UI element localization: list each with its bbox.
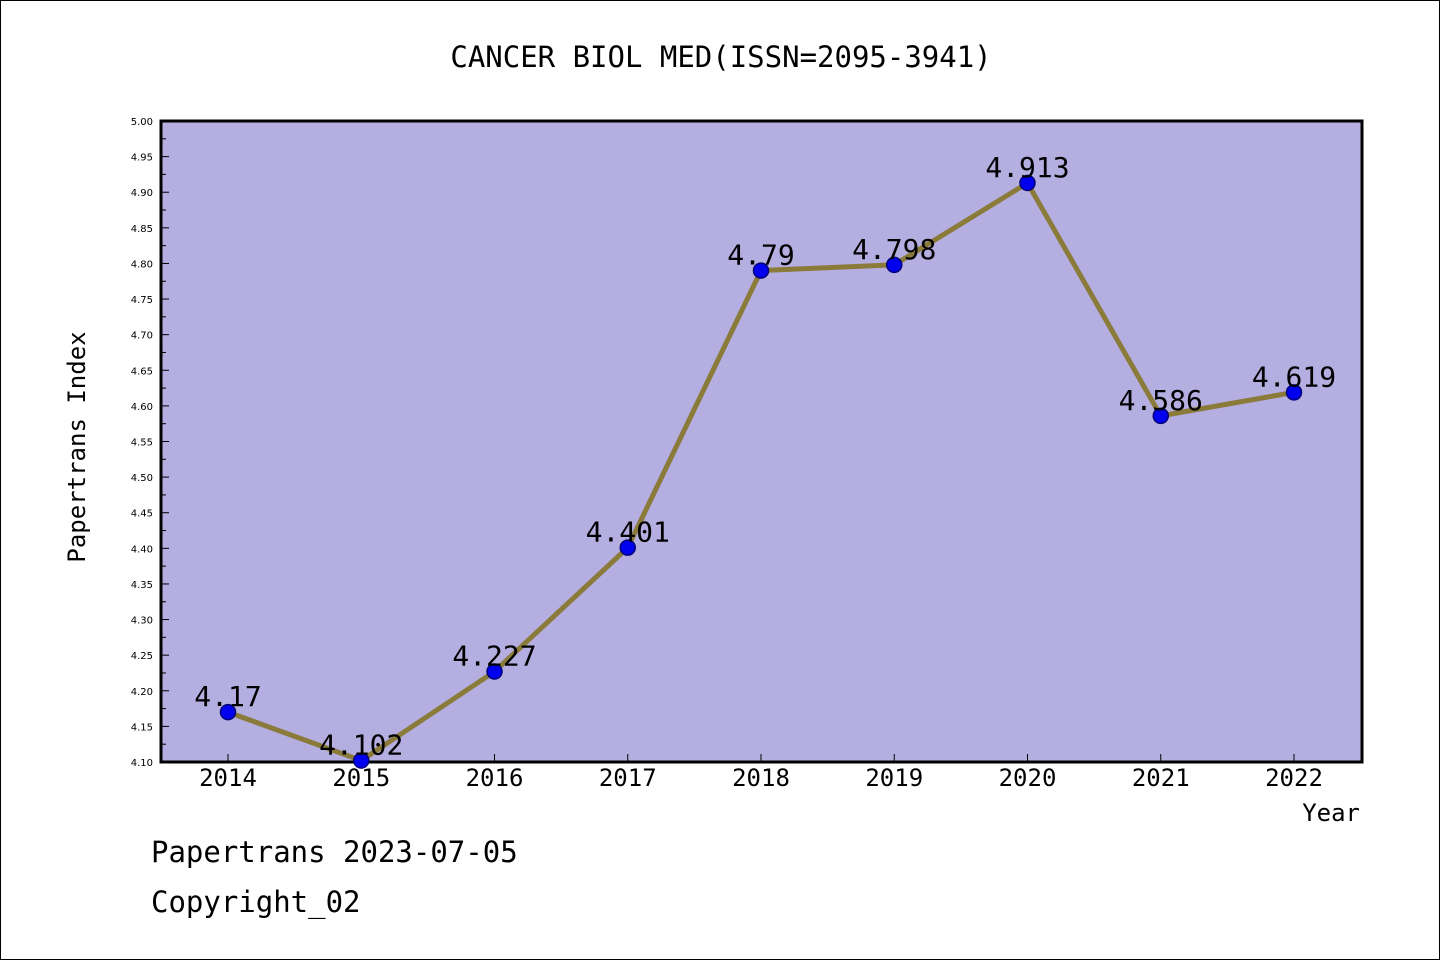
data-label: 4.798 <box>852 233 936 266</box>
data-point <box>1285 384 1303 401</box>
y-tick-label: 4.50 <box>131 473 153 484</box>
chart-title: CANCER BIOL MED(ISSN=2095-3941) <box>450 40 991 74</box>
x-tick-label: 2017 <box>599 764 657 792</box>
x-tick-label: 2022 <box>1265 764 1323 792</box>
y-tick-label: 4.25 <box>131 651 153 662</box>
data-label: 4.79 <box>727 239 794 272</box>
footer-copyright: Copyright_02 <box>151 885 361 919</box>
data-label: 4.401 <box>586 516 670 549</box>
y-tick-label: 4.85 <box>131 224 153 235</box>
y-tick-label: 4.65 <box>131 366 153 377</box>
y-tick-label: 4.80 <box>131 259 153 270</box>
data-point <box>886 256 903 274</box>
y-tick-label: 4.45 <box>131 509 153 520</box>
data-point <box>353 752 370 769</box>
y-tick-label: 4.75 <box>131 295 153 306</box>
data-point <box>219 703 237 721</box>
x-tick-label: 2019 <box>865 764 923 792</box>
x-tick-label: 2016 <box>466 764 524 792</box>
data-label: 4.17 <box>194 680 261 713</box>
data-label: 4.913 <box>985 151 1069 184</box>
y-tick-label: 4.70 <box>131 331 153 342</box>
footer-date: Papertrans 2023-07-05 <box>151 835 518 869</box>
series-layer: 4.17 4.102 4.227 4.401 4.79 4.798 4.913 4.586 4.… <box>194 151 1336 769</box>
data-point <box>1019 174 1036 192</box>
y-tick-label: 5.00 <box>131 117 153 128</box>
y-tick-label: 4.60 <box>131 402 153 413</box>
y-tick-label: 4.55 <box>131 438 153 449</box>
x-tick-label: 2020 <box>999 764 1057 792</box>
x-tick-label: 2021 <box>1132 764 1190 792</box>
y-tick-label: 4.30 <box>131 616 153 627</box>
x-tick-label: 2014 <box>199 764 257 792</box>
plot-area <box>159 119 1364 764</box>
data-point <box>486 663 503 680</box>
data-label: 4.102 <box>319 729 403 762</box>
y-tick-label: 4.95 <box>131 153 153 164</box>
data-label: 4.619 <box>1252 360 1336 393</box>
data-label: 4.227 <box>452 640 536 673</box>
data-point <box>752 262 770 279</box>
data-label: 4.586 <box>1119 384 1203 417</box>
x-axis-label: Year <box>1302 799 1360 827</box>
y-axis-label: Papertrans Index <box>63 331 91 562</box>
x-tick-label: 2018 <box>732 764 790 792</box>
y-tick-label: 4.40 <box>131 544 153 555</box>
y-tick-label: 4.35 <box>131 580 153 591</box>
data-point <box>619 539 636 556</box>
y-tick-label: 4.20 <box>131 687 153 698</box>
y-tick-label: 4.90 <box>131 188 153 199</box>
y-tick-label: 4.15 <box>131 722 153 733</box>
y-axis: 4.10 4.15 4.20 4.25 4.30 4.35 4.40 4.45 4.50 4.55… <box>131 117 169 769</box>
y-tick-label: 4.10 <box>131 758 153 769</box>
data-point <box>1152 407 1169 425</box>
